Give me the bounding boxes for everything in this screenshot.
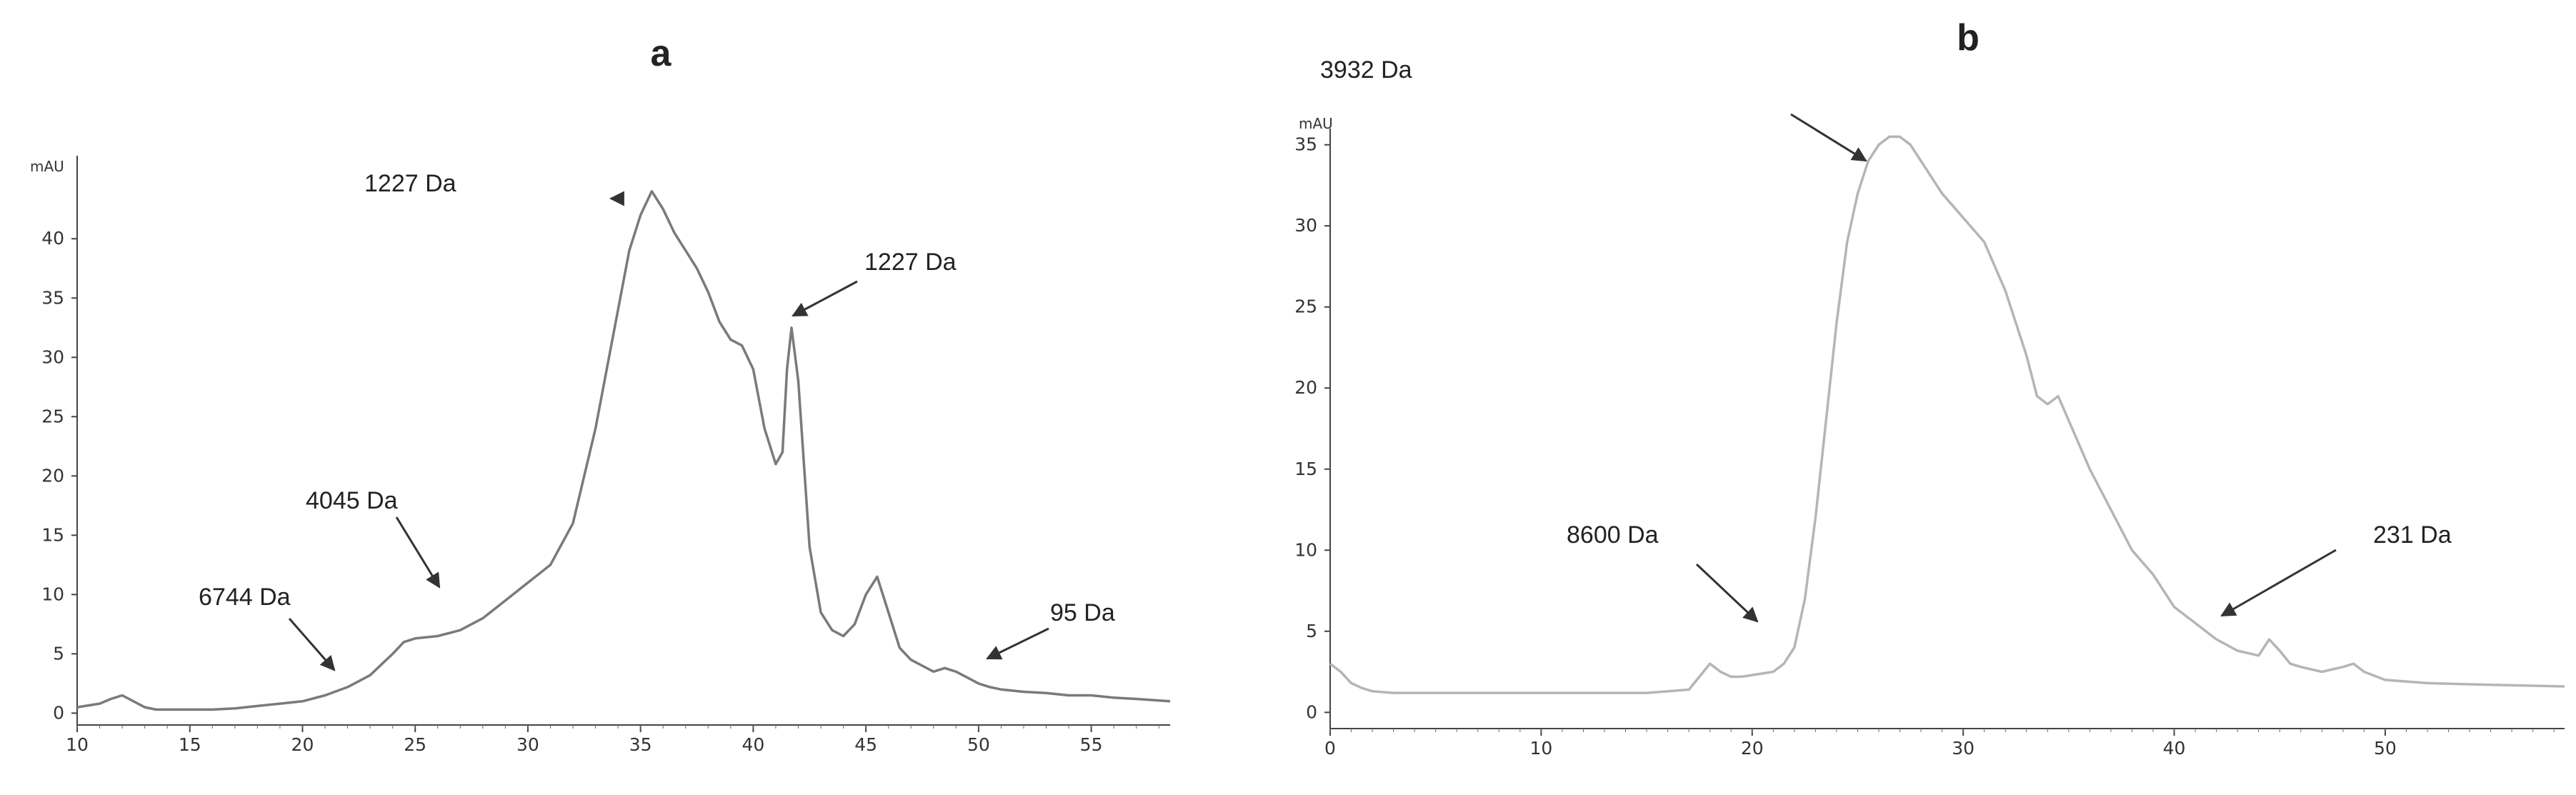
annotation-arrow <box>395 516 441 589</box>
x-tick-label: 40 <box>742 734 764 755</box>
y-tick-label: 20 <box>41 465 64 486</box>
panel-label-b: b <box>1957 17 1980 59</box>
y-tick-label: 0 <box>1306 701 1317 722</box>
y-tick-label: 15 <box>41 524 64 545</box>
x-tick-label: 25 <box>404 734 426 755</box>
y-tick-label: 25 <box>1294 296 1317 317</box>
y-tick-label: 40 <box>41 228 64 249</box>
annotation-arrow <box>1790 113 1867 162</box>
annotation-arrow <box>2220 549 2337 617</box>
x-tick-label: 45 <box>854 734 877 755</box>
annotation-arrow <box>1695 563 1759 623</box>
y-tick-label: 0 <box>53 702 64 723</box>
annotation-arrow <box>986 627 1049 660</box>
x-tick-label: 50 <box>967 734 990 755</box>
y-tick-label: 20 <box>1294 377 1317 398</box>
peak-annotation: 4045 Da <box>306 487 398 514</box>
panel-label-a: a <box>651 33 672 74</box>
x-tick-label: 10 <box>66 734 89 755</box>
y-tick-label: 5 <box>53 643 64 664</box>
chromatogram-trace <box>1329 135 2565 694</box>
chromatogram-b: mAU 0 10 20 30 40 50 0 5 10 15 20 25 30 35 3932 Da 8600 … <box>1294 56 2565 759</box>
x-tick-label: 40 <box>2163 738 2186 759</box>
peak-annotation: 3932 Da <box>1320 56 1412 84</box>
peak-annotation: 95 Da <box>1050 599 1115 626</box>
annotation-arrow <box>288 618 336 671</box>
peak-annotation: 1227 Da <box>864 249 957 276</box>
y-tick-label: 15 <box>1294 459 1317 479</box>
x-tick-label: 20 <box>1741 738 1764 759</box>
peak-annotation: 231 Da <box>2373 521 2452 549</box>
y-tick-label: 35 <box>1294 134 1317 155</box>
y-unit-label: mAU <box>1299 115 1333 132</box>
y-tick-label: 10 <box>41 584 64 604</box>
x-tick-label: 30 <box>516 734 539 755</box>
annotation-arrow <box>792 280 858 317</box>
peak-annotation: 8600 Da <box>1567 521 1659 549</box>
x-tick-label: 30 <box>1952 738 1975 759</box>
y-tick-label: 5 <box>1306 621 1317 641</box>
chromatogram-trace <box>76 190 1171 711</box>
x-tick-label: 10 <box>1529 738 1552 759</box>
x-tick-label: 20 <box>291 734 314 755</box>
y-tick-label: 25 <box>41 406 64 426</box>
peak-annotation: 1227 Da <box>364 170 456 197</box>
y-tick-label: 10 <box>1294 539 1317 560</box>
x-tick-label: 0 <box>1324 738 1336 759</box>
x-tick-label: 15 <box>179 734 201 755</box>
y-tick-label: 35 <box>41 287 64 308</box>
x-tick-label: 35 <box>629 734 652 755</box>
x-tick-label: 50 <box>2374 738 2397 759</box>
peak-annotation: 6744 Da <box>199 584 291 611</box>
y-tick-label: 30 <box>1294 215 1317 236</box>
chromatogram-a: mAU 10 15 20 25 30 35 40 45 50 55 0 5 10 15 20 25 30 35 40 1… <box>30 156 1171 755</box>
x-tick-label: 55 <box>1080 734 1103 755</box>
y-unit-label: mAU <box>30 158 64 175</box>
y-tick-label: 30 <box>41 346 64 367</box>
